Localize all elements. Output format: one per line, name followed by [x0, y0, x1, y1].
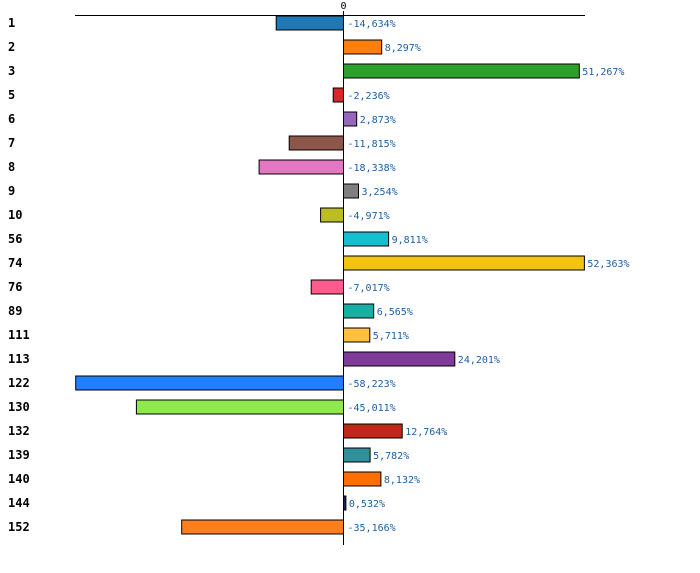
bar: [275, 15, 345, 31]
value-label: -58,223%: [348, 379, 396, 390]
category-label: 111: [8, 328, 30, 342]
bar: [343, 255, 585, 271]
category-label: 113: [8, 352, 30, 366]
category-label: 5: [8, 88, 15, 102]
category-label: 152: [8, 520, 30, 534]
bar: [343, 183, 359, 199]
value-label: -45,011%: [348, 403, 396, 414]
bar: [320, 207, 345, 223]
value-label: 5,782%: [373, 451, 409, 462]
bar: [181, 519, 344, 535]
value-label: 6,565%: [377, 307, 413, 318]
category-label: 76: [8, 280, 22, 294]
category-label: 74: [8, 256, 22, 270]
category-label: 3: [8, 64, 15, 78]
value-label: 51,267%: [582, 67, 624, 78]
category-label: 1: [8, 16, 15, 30]
value-label: -11,815%: [348, 139, 396, 150]
bar: [343, 231, 390, 247]
category-label: 56: [8, 232, 22, 246]
category-label: 122: [8, 376, 30, 390]
bar: [343, 327, 371, 343]
bar: [310, 279, 345, 295]
value-label: -18,338%: [348, 163, 396, 174]
value-label: -2,236%: [348, 91, 390, 102]
category-label: 9: [8, 184, 15, 198]
value-label: 3,254%: [362, 187, 398, 198]
value-label: -14,634%: [348, 19, 396, 30]
bar: [343, 471, 382, 487]
bar: [343, 111, 358, 127]
value-label: 5,711%: [373, 331, 409, 342]
bar: [75, 375, 344, 391]
category-label: 140: [8, 472, 30, 486]
value-label: 2,873%: [360, 115, 396, 126]
category-label: 8: [8, 160, 15, 174]
value-label: 24,201%: [458, 355, 500, 366]
bars-group: 1 -14,634% 2 8,297% 3 51,267% 5 -2,236% 6 2,873% 7…: [8, 15, 630, 535]
category-label: 144: [8, 496, 30, 510]
category-label: 6: [8, 112, 15, 126]
value-label: -35,166%: [348, 523, 396, 534]
bar: [332, 87, 345, 103]
bar: [258, 159, 345, 175]
value-label: -4,971%: [348, 211, 390, 222]
bar: [343, 351, 456, 367]
category-label: 139: [8, 448, 30, 462]
value-label: -7,017%: [348, 283, 390, 294]
value-label: 9,811%: [392, 235, 428, 246]
bar: [343, 447, 371, 463]
bar: [343, 63, 580, 79]
category-label: 132: [8, 424, 30, 438]
value-label: 8,132%: [384, 475, 420, 486]
category-label: 89: [8, 304, 22, 318]
category-label: 2: [8, 40, 15, 54]
zero-tick-label: 0: [340, 1, 346, 12]
bar: [343, 39, 383, 55]
category-label: 7: [8, 136, 15, 150]
bar: [135, 399, 344, 415]
value-label: 52,363%: [587, 259, 629, 270]
bar: [288, 135, 345, 151]
bar: [343, 423, 403, 439]
value-label: 0,532%: [349, 499, 385, 510]
value-label: 8,297%: [385, 43, 421, 54]
bar: [343, 303, 375, 319]
category-label: 10: [8, 208, 22, 222]
category-label: 130: [8, 400, 30, 414]
value-label: 12,764%: [405, 427, 447, 438]
